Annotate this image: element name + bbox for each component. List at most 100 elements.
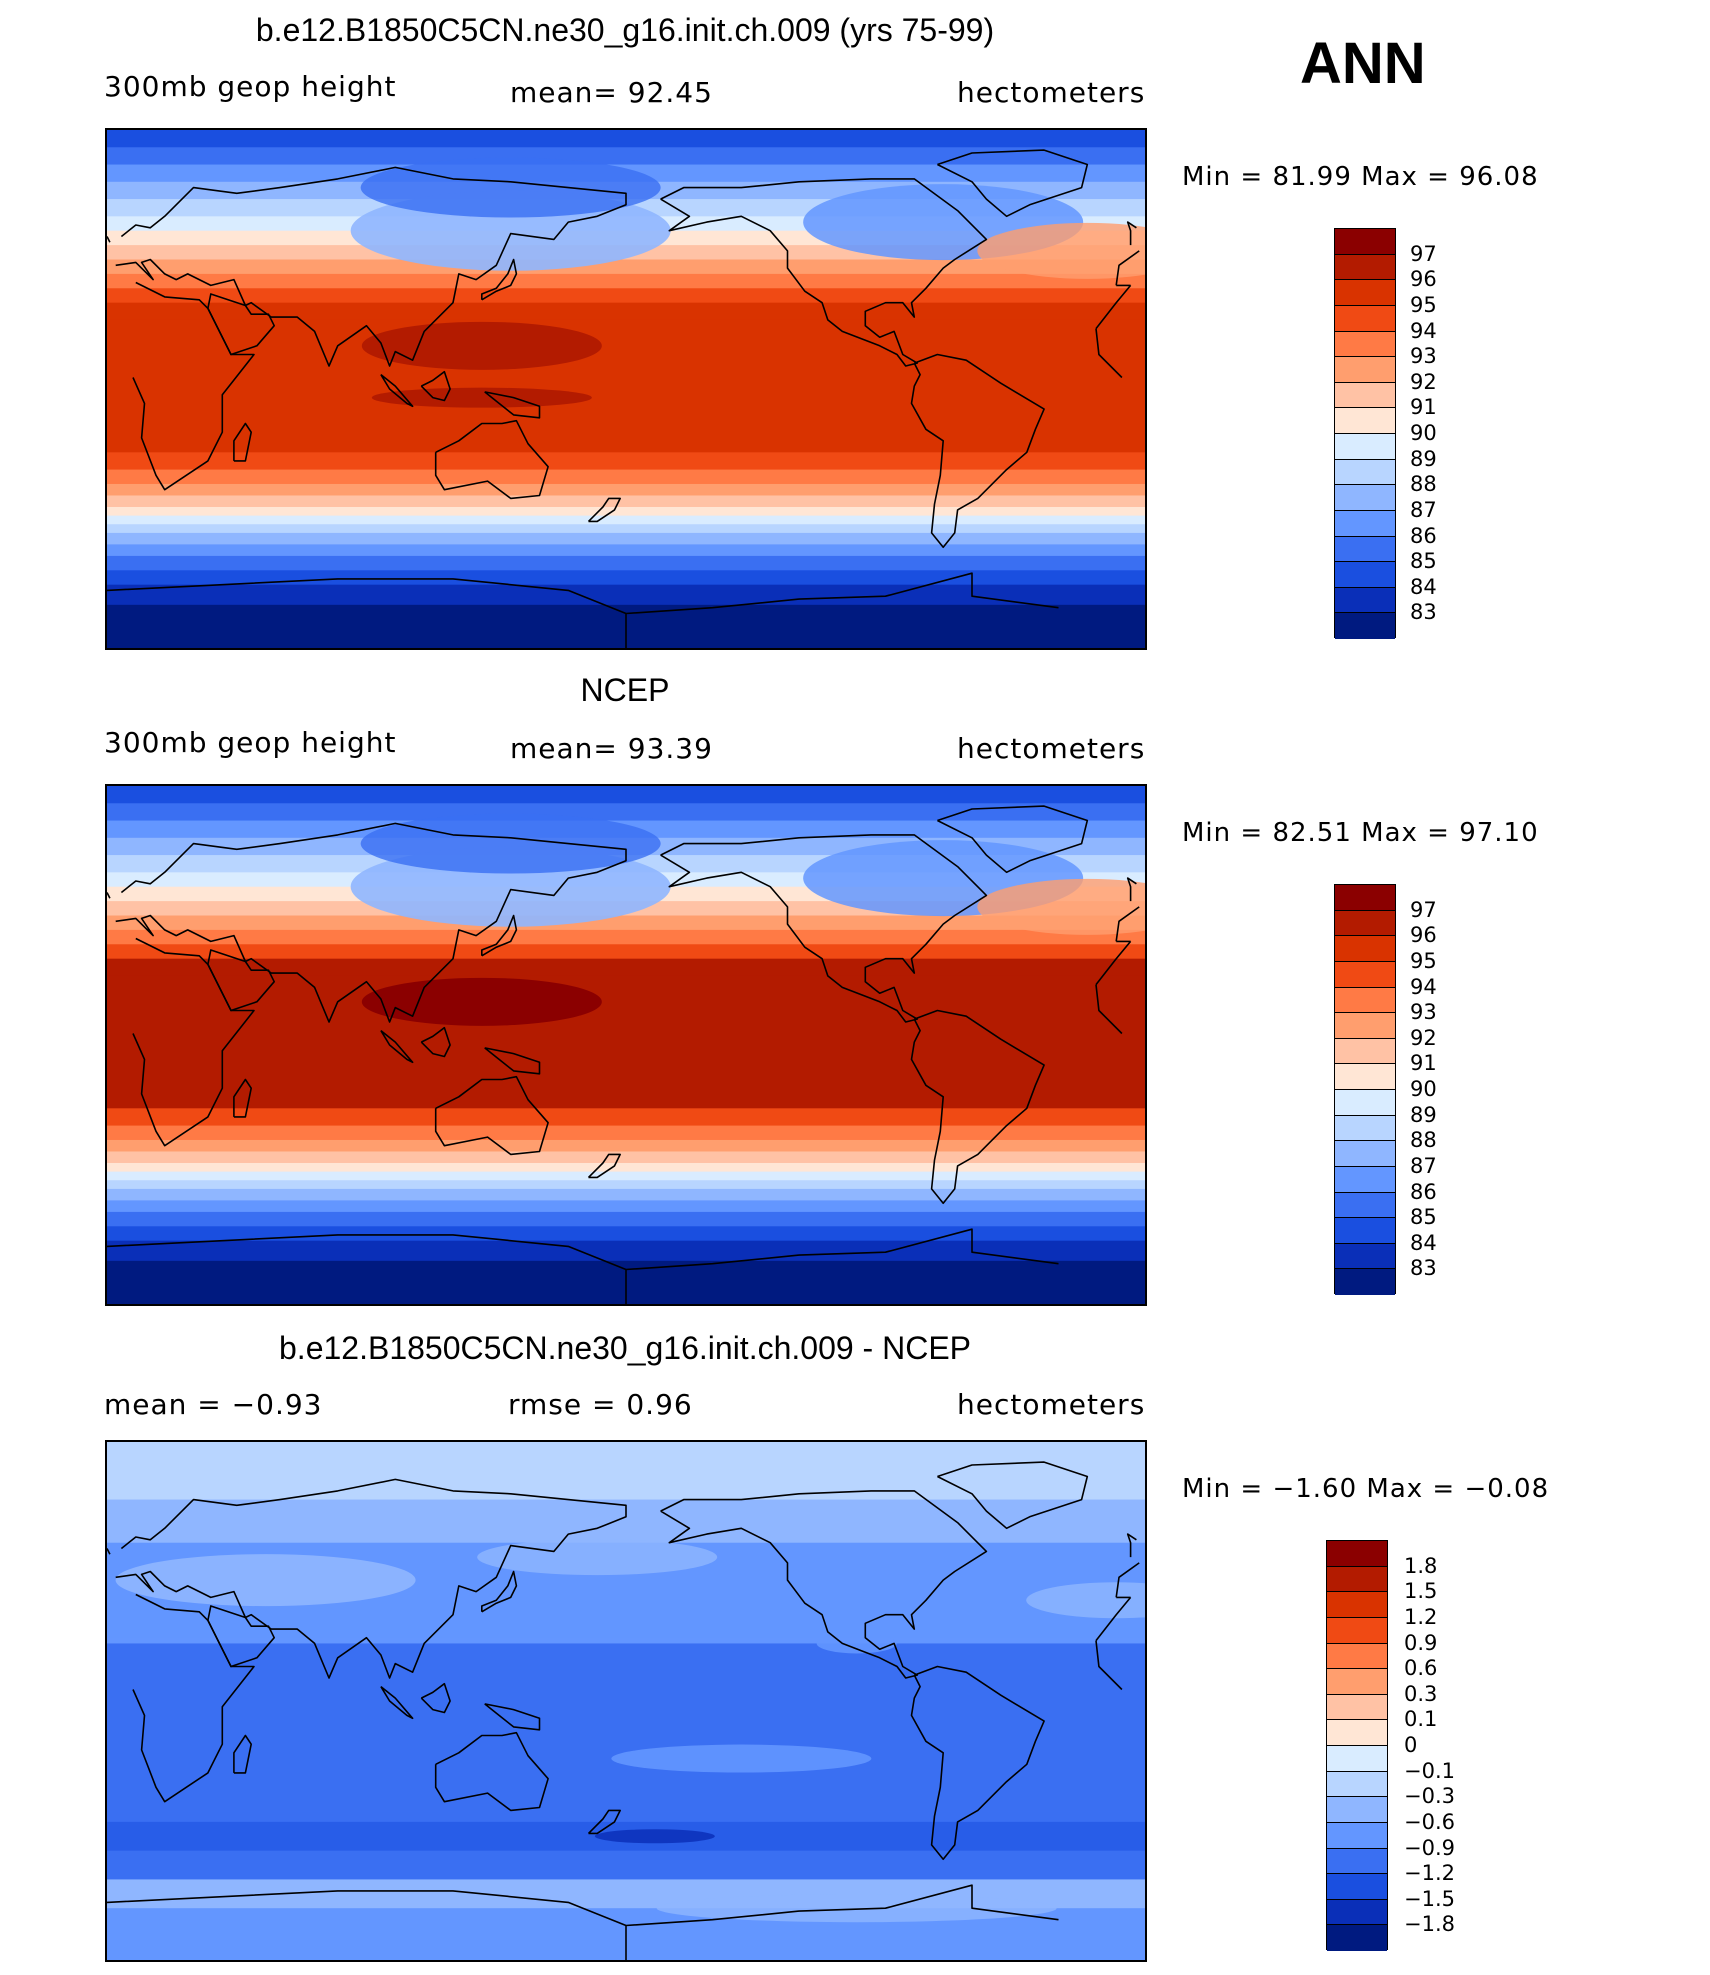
colorbar-swatch <box>1335 1166 1395 1193</box>
panel3-rmse-label: rmse = 0.96 <box>508 1388 693 1421</box>
colorbar-tick-label: 83 <box>1410 600 1437 625</box>
difference-contours <box>107 1442 1145 1960</box>
colorbar-swatch <box>1335 485 1395 511</box>
colorbar-swatch <box>1327 1899 1387 1926</box>
colorbar-swatch <box>1335 885 1395 911</box>
colorbar-swatch <box>1327 1874 1387 1900</box>
panel1-colorbar <box>1334 228 1396 639</box>
colorbar-tick-label: 0 <box>1404 1733 1418 1757</box>
panel3-minmax: Min = −1.60 Max = −0.08 <box>1182 1474 1550 1504</box>
colorbar-swatch <box>1327 1566 1387 1593</box>
colorbar-swatch <box>1335 1269 1395 1295</box>
colorbar-tick-label: 95 <box>1410 948 1437 973</box>
colorbar-tick-label: 89 <box>1410 446 1437 471</box>
colorbar-tick-label: 1.8 <box>1404 1553 1438 1578</box>
colorbar-swatch <box>1327 1797 1387 1823</box>
colorbar-swatch <box>1335 1064 1395 1090</box>
colorbar-tick-label: 1.2 <box>1404 1604 1438 1629</box>
colorbar-swatch <box>1335 382 1395 409</box>
colorbar-swatch <box>1327 1720 1387 1746</box>
colorbar-swatch <box>1335 331 1395 358</box>
colorbar-swatch <box>1335 280 1395 306</box>
coastlines <box>107 805 1140 1304</box>
colorbar-tick-label: 83 <box>1410 1256 1437 1281</box>
panel2-title: NCEP <box>580 672 670 708</box>
colorbar-tick-label: 93 <box>1410 1000 1437 1025</box>
field-contours <box>107 130 1145 648</box>
field-contours <box>107 786 1145 1304</box>
panel1-field-label: 300mb geop height <box>104 70 397 103</box>
panel3-colorbar <box>1326 1540 1388 1951</box>
colorbar-tick-label: 93 <box>1410 344 1437 369</box>
colorbar-swatch <box>1327 1848 1387 1875</box>
colorbar-tick-label: 89 <box>1410 1102 1437 1127</box>
colorbar-swatch <box>1327 1694 1387 1721</box>
panel3-mean-label: mean = −0.93 <box>104 1388 323 1421</box>
colorbar-swatch <box>1335 1038 1395 1065</box>
colorbar-tick-label: 90 <box>1410 1077 1437 1101</box>
colorbar-tick-label: 87 <box>1410 1153 1437 1178</box>
colorbar-swatch <box>1335 408 1395 434</box>
panel3-units-label: hectometers <box>957 1388 1146 1421</box>
colorbar-swatch <box>1335 613 1395 639</box>
panel1-title: b.e12.B1850C5CN.ne30_g16.init.ch.009 (yr… <box>255 12 995 48</box>
colorbar-swatch <box>1335 1115 1395 1142</box>
colorbar-swatch <box>1327 1541 1387 1567</box>
panel2-map <box>105 784 1147 1306</box>
colorbar-tick-label: 88 <box>1410 1128 1437 1153</box>
panel2-field-label: 300mb geop height <box>104 726 397 759</box>
panel1-units-label: hectometers <box>957 76 1146 109</box>
colorbar-swatch <box>1335 1243 1395 1270</box>
panel2-mean-label: mean= 93.39 <box>510 732 713 765</box>
panel1-map <box>105 128 1147 650</box>
colorbar-tick-label: 95 <box>1410 292 1437 317</box>
colorbar-swatch <box>1327 1592 1387 1618</box>
colorbar-swatch <box>1335 936 1395 962</box>
colorbar-tick-label: 84 <box>1410 574 1437 599</box>
colorbar-swatch <box>1335 459 1395 486</box>
colorbar-tick-label: −0.3 <box>1404 1784 1455 1809</box>
colorbar-tick-label: 94 <box>1410 974 1437 999</box>
colorbar-swatch <box>1335 562 1395 588</box>
colorbar-swatch <box>1335 254 1395 281</box>
coastlines <box>107 1461 1140 1960</box>
colorbar-tick-label: 91 <box>1410 1051 1437 1076</box>
colorbar-tick-label: 92 <box>1410 1025 1437 1050</box>
colorbar-tick-label: 1.5 <box>1404 1579 1438 1604</box>
colorbar-swatch <box>1327 1669 1387 1695</box>
colorbar-tick-label: 96 <box>1410 267 1437 292</box>
panel3-map <box>105 1440 1147 1962</box>
colorbar-swatch <box>1335 357 1395 383</box>
colorbar-tick-label: 88 <box>1410 472 1437 497</box>
colorbar-tick-label: 96 <box>1410 923 1437 948</box>
colorbar-swatch <box>1335 1141 1395 1167</box>
coastlines <box>107 149 1140 648</box>
colorbar-tick-label: 90 <box>1410 421 1437 445</box>
colorbar-swatch <box>1335 1090 1395 1116</box>
colorbar-swatch <box>1335 510 1395 537</box>
colorbar-swatch <box>1327 1822 1387 1849</box>
colorbar-tick-label: −0.1 <box>1404 1758 1455 1783</box>
colorbar-swatch <box>1335 961 1395 988</box>
colorbar-swatch <box>1335 305 1395 332</box>
colorbar-tick-label: 94 <box>1410 318 1437 343</box>
colorbar-tick-label: −1.8 <box>1404 1912 1455 1937</box>
colorbar-tick-label: 86 <box>1410 523 1437 548</box>
colorbar-swatch <box>1335 434 1395 460</box>
colorbar-swatch <box>1335 587 1395 614</box>
panel2-colorbar <box>1334 884 1396 1295</box>
colorbar-tick-label: −0.9 <box>1404 1835 1455 1860</box>
colorbar-swatch <box>1335 1192 1395 1219</box>
colorbar-tick-label: −1.2 <box>1404 1861 1455 1886</box>
colorbar-swatch <box>1327 1617 1387 1644</box>
colorbar-swatch <box>1327 1771 1387 1798</box>
colorbar-tick-label: 87 <box>1410 497 1437 522</box>
colorbar-tick-label: 97 <box>1410 897 1437 922</box>
colorbar-tick-label: 97 <box>1410 241 1437 266</box>
colorbar-tick-label: 0.3 <box>1404 1681 1438 1706</box>
colorbar-swatch <box>1335 536 1395 563</box>
colorbar-tick-label: 92 <box>1410 369 1437 394</box>
colorbar-tick-label: 84 <box>1410 1230 1437 1255</box>
colorbar-swatch <box>1335 1218 1395 1244</box>
panel1-minmax: Min = 81.99 Max = 96.08 <box>1182 162 1539 192</box>
